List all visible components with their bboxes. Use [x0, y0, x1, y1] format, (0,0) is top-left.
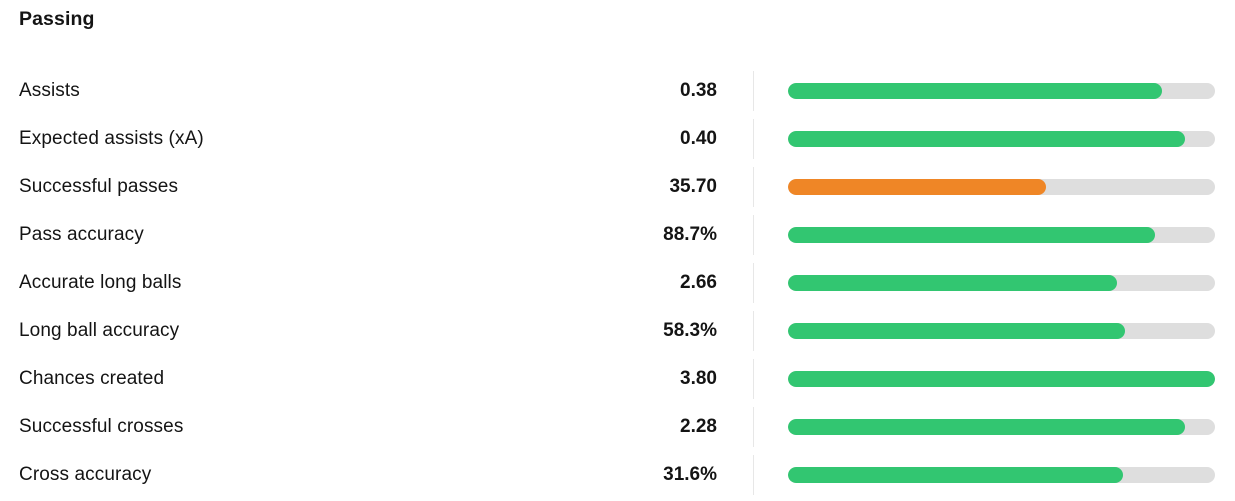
row-divider	[753, 455, 754, 495]
stat-label: Successful passes	[19, 176, 179, 197]
stat-bar-fill	[788, 371, 1215, 387]
stat-label: Chances created	[19, 368, 165, 389]
row-divider	[753, 215, 754, 255]
stat-row: Successful passes 35.70	[19, 163, 1215, 211]
stat-value: 88.7%	[663, 224, 717, 245]
stat-value: 0.40	[680, 128, 717, 149]
stat-bar-fill	[788, 131, 1186, 147]
row-divider	[753, 311, 754, 351]
row-divider	[753, 359, 754, 399]
stat-bar-fill	[788, 467, 1124, 483]
stats-rows: Assists 0.38 Expected assists (xA) 0.40 Succ…	[19, 67, 1215, 499]
stat-bar-fill	[788, 179, 1047, 195]
stat-label: Assists	[19, 80, 80, 101]
stat-value: 3.80	[680, 368, 717, 389]
stat-label: Long ball accuracy	[19, 320, 180, 341]
stat-bar-track	[788, 275, 1215, 291]
row-divider	[753, 119, 754, 159]
stat-bar-track	[788, 83, 1215, 99]
stat-bar-track	[788, 419, 1215, 435]
stat-value: 58.3%	[663, 320, 717, 341]
row-divider	[753, 71, 754, 111]
stat-bar-track	[788, 179, 1215, 195]
stat-bar-fill	[788, 275, 1117, 291]
stat-bar-track	[788, 371, 1215, 387]
stat-label: Expected assists (xA)	[19, 128, 204, 149]
stat-bar-fill	[788, 227, 1156, 243]
stat-bar-track	[788, 227, 1215, 243]
stat-label: Successful crosses	[19, 416, 184, 437]
stat-bar-track	[788, 131, 1215, 147]
stat-row: Expected assists (xA) 0.40	[19, 115, 1215, 163]
stat-value: 31.6%	[663, 464, 717, 485]
stat-row: Long ball accuracy 58.3%	[19, 307, 1215, 355]
stat-row: Accurate long balls 2.66	[19, 259, 1215, 307]
stat-value: 0.38	[680, 80, 717, 101]
section-title: Passing	[19, 8, 95, 30]
stat-bar-fill	[788, 323, 1126, 339]
stat-row: Cross accuracy 31.6%	[19, 451, 1215, 499]
stat-row: Successful crosses 2.28	[19, 403, 1215, 451]
stat-row: Assists 0.38	[19, 67, 1215, 115]
stat-row: Pass accuracy 88.7%	[19, 211, 1215, 259]
row-divider	[753, 167, 754, 207]
row-divider	[753, 407, 754, 447]
stat-label: Cross accuracy	[19, 464, 152, 485]
row-divider	[753, 263, 754, 303]
stat-value: 35.70	[669, 176, 717, 197]
stat-value: 2.28	[680, 416, 717, 437]
stat-bar-track	[788, 323, 1215, 339]
stat-label: Accurate long balls	[19, 272, 182, 293]
stat-row: Chances created 3.80	[19, 355, 1215, 403]
stat-bar-fill	[788, 83, 1162, 99]
stat-bar-track	[788, 467, 1215, 483]
stat-label: Pass accuracy	[19, 224, 144, 245]
stat-bar-fill	[788, 419, 1186, 435]
stat-value: 2.66	[680, 272, 717, 293]
